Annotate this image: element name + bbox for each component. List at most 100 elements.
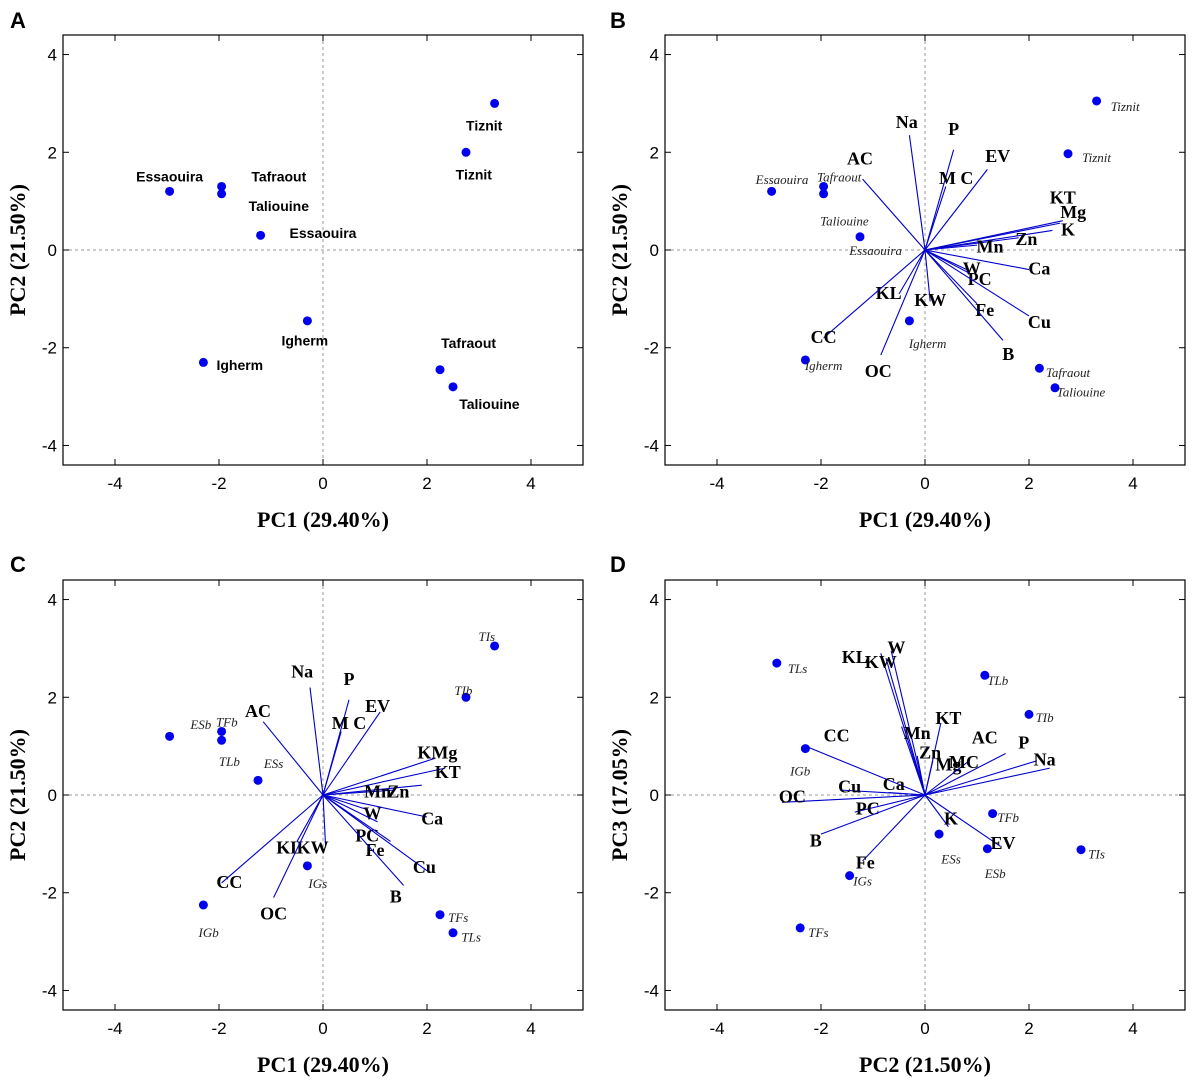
sample-label: TIb — [1036, 710, 1055, 725]
y-tick-label: 4 — [48, 591, 57, 610]
sample-point — [435, 365, 445, 375]
panel-letter-a: A — [10, 8, 26, 33]
y-axis-title: PC2 (21.50%) — [5, 729, 30, 861]
y-tick-label: 2 — [650, 688, 659, 707]
variable-label: K — [1061, 219, 1075, 239]
loading-vector — [924, 249, 1030, 271]
variable-label: Cu — [1028, 312, 1051, 332]
sample-label: TIs — [1088, 847, 1105, 862]
x-axis-title: PC1 (29.40%) — [257, 507, 389, 532]
x-tick-label: 2 — [1024, 474, 1033, 493]
loading-vector — [322, 794, 378, 823]
sample-label: Taliouine — [249, 198, 310, 214]
x-tick-label: 2 — [422, 1019, 431, 1038]
x-axis-title: PC2 (21.50%) — [859, 1052, 991, 1077]
sample-label: TLb — [987, 673, 1008, 688]
variable-label: Cu — [413, 857, 436, 877]
sample-label: Taliouine — [820, 214, 869, 229]
loading-vector — [924, 220, 1063, 251]
loading-vector — [322, 794, 368, 811]
sample-point — [819, 189, 829, 199]
sample-label: Tiznit — [456, 166, 493, 182]
variable-label: KT — [935, 708, 961, 728]
variable-label: Zn — [919, 742, 941, 762]
sample-point — [448, 928, 458, 938]
sample-point — [461, 147, 471, 157]
loading-vector — [924, 794, 1001, 847]
sample-point — [1034, 363, 1044, 373]
loading-vector — [924, 237, 1019, 251]
variable-label: MC — [949, 752, 979, 772]
panel-a-plot: -4 -2 0 2 4 -4 -2 0 2 4 PC1 (29.40%) PC2 (21.50%) Ti… — [5, 34, 584, 532]
sample-point — [217, 726, 227, 736]
sample-label: TLs — [788, 661, 808, 676]
sample-point — [1024, 709, 1034, 719]
x-tick-label: -4 — [709, 1019, 724, 1038]
loading-vector — [901, 726, 926, 796]
loading-vector — [924, 752, 1006, 796]
sample-label: Essaouira — [755, 172, 809, 187]
variable-label: Fe — [856, 852, 875, 872]
sample-point — [845, 871, 855, 881]
loading-vector — [880, 653, 926, 796]
sample-point — [904, 316, 914, 326]
y-tick-label: 2 — [48, 688, 57, 707]
variable-label: Mn — [364, 781, 391, 801]
sample-label: ESb — [984, 866, 1006, 881]
sample-point — [256, 230, 266, 240]
y-tick-label: 4 — [650, 591, 659, 610]
sample-label: TLs — [461, 930, 481, 945]
sample-point — [1092, 96, 1102, 106]
sample-point — [934, 829, 944, 839]
loading-vector — [854, 794, 926, 813]
variable-label: Na — [1034, 750, 1056, 770]
loading-vector — [322, 794, 405, 886]
variable-label: W — [963, 258, 981, 278]
sample-point — [448, 382, 458, 392]
loading-vector — [924, 249, 978, 305]
variable-label: EV — [985, 146, 1010, 166]
loading-vector — [322, 767, 446, 796]
variable-label: KMg — [417, 742, 457, 762]
variable-label: Mn — [977, 236, 1004, 256]
variable-label: Ca — [883, 774, 905, 794]
panel-b-plot: -4 -2 0 2 4 -4 -2 0 2 4 PC1 (29.40%) PC2 (21.50%) Na… — [607, 34, 1186, 532]
loading-vector — [924, 249, 931, 302]
variable-label: Zn — [387, 781, 409, 801]
variable-label: CC — [824, 725, 850, 745]
panel-letter-c: C — [10, 552, 26, 577]
sample-point — [1076, 845, 1086, 855]
panel-letter-b: B — [610, 8, 626, 33]
loading-vector — [924, 767, 1050, 796]
variable-label: KL — [276, 838, 302, 858]
loading-vector — [823, 249, 926, 339]
loading-vector — [916, 755, 926, 796]
loading-vector — [924, 149, 955, 251]
x-tick-label: -4 — [709, 474, 724, 493]
variable-label: Fe — [975, 300, 994, 320]
variable-label: Zn — [1015, 229, 1037, 249]
sample-point — [855, 232, 865, 242]
x-tick-label: -2 — [813, 1019, 828, 1038]
sample-point — [1063, 149, 1073, 159]
x-tick-label: 0 — [318, 474, 327, 493]
variable-label: P — [948, 119, 959, 139]
y-tick-label: 0 — [48, 786, 57, 805]
y-tick-label: -2 — [644, 339, 659, 358]
loading-vector — [322, 794, 428, 872]
sample-point — [772, 658, 782, 668]
y-tick-label: -4 — [644, 981, 659, 1000]
variable-label: EV — [365, 696, 390, 716]
variable-label: CC — [811, 327, 837, 347]
y-axis-title: PC3 (17.05%) — [607, 729, 632, 861]
sample-label: TFs — [808, 925, 828, 940]
variable-label: PC — [968, 269, 992, 289]
sample-label: Igherm — [804, 358, 843, 373]
variable-label: Na — [896, 112, 918, 132]
variable-label: KT — [435, 762, 461, 782]
loading-vector — [890, 650, 926, 796]
sample-point — [217, 735, 227, 745]
loading-vector — [322, 794, 428, 818]
sample-point — [819, 181, 829, 191]
sample-point — [302, 861, 312, 871]
